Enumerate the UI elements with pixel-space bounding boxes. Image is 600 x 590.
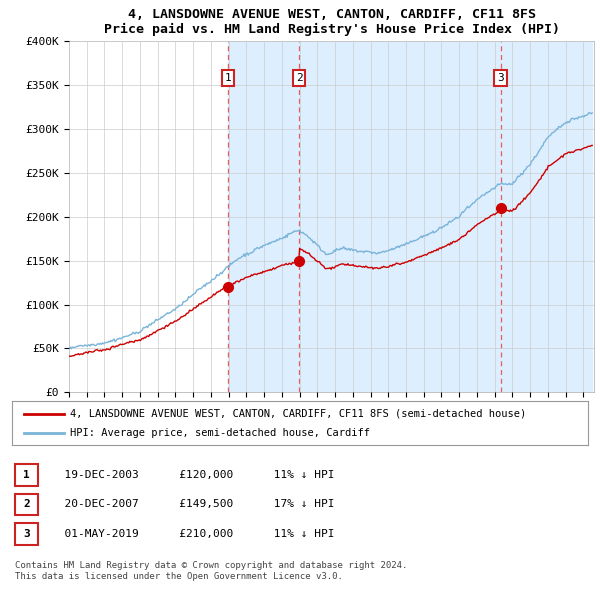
- Text: 01-MAY-2019      £210,000      11% ↓ HPI: 01-MAY-2019 £210,000 11% ↓ HPI: [51, 529, 335, 539]
- Text: 2: 2: [23, 500, 30, 509]
- Text: 4, LANSDOWNE AVENUE WEST, CANTON, CARDIFF, CF11 8FS (semi-detached house): 4, LANSDOWNE AVENUE WEST, CANTON, CARDIF…: [70, 409, 526, 418]
- Text: 19-DEC-2003      £120,000      11% ↓ HPI: 19-DEC-2003 £120,000 11% ↓ HPI: [51, 470, 335, 480]
- Text: This data is licensed under the Open Government Licence v3.0.: This data is licensed under the Open Gov…: [15, 572, 343, 581]
- Bar: [299, 41, 500, 392]
- Bar: [500, 41, 592, 392]
- Text: 2: 2: [296, 73, 302, 83]
- Text: 3: 3: [23, 529, 30, 539]
- Text: 1: 1: [225, 73, 232, 83]
- Text: 20-DEC-2007      £149,500      17% ↓ HPI: 20-DEC-2007 £149,500 17% ↓ HPI: [51, 500, 335, 509]
- Title: 4, LANSDOWNE AVENUE WEST, CANTON, CARDIFF, CF11 8FS
Price paid vs. HM Land Regis: 4, LANSDOWNE AVENUE WEST, CANTON, CARDIF…: [104, 8, 560, 36]
- Bar: [228, 41, 299, 392]
- Text: 1: 1: [23, 470, 30, 480]
- Text: HPI: Average price, semi-detached house, Cardiff: HPI: Average price, semi-detached house,…: [70, 428, 370, 438]
- Text: Contains HM Land Registry data © Crown copyright and database right 2024.: Contains HM Land Registry data © Crown c…: [15, 560, 407, 569]
- Text: 3: 3: [497, 73, 504, 83]
